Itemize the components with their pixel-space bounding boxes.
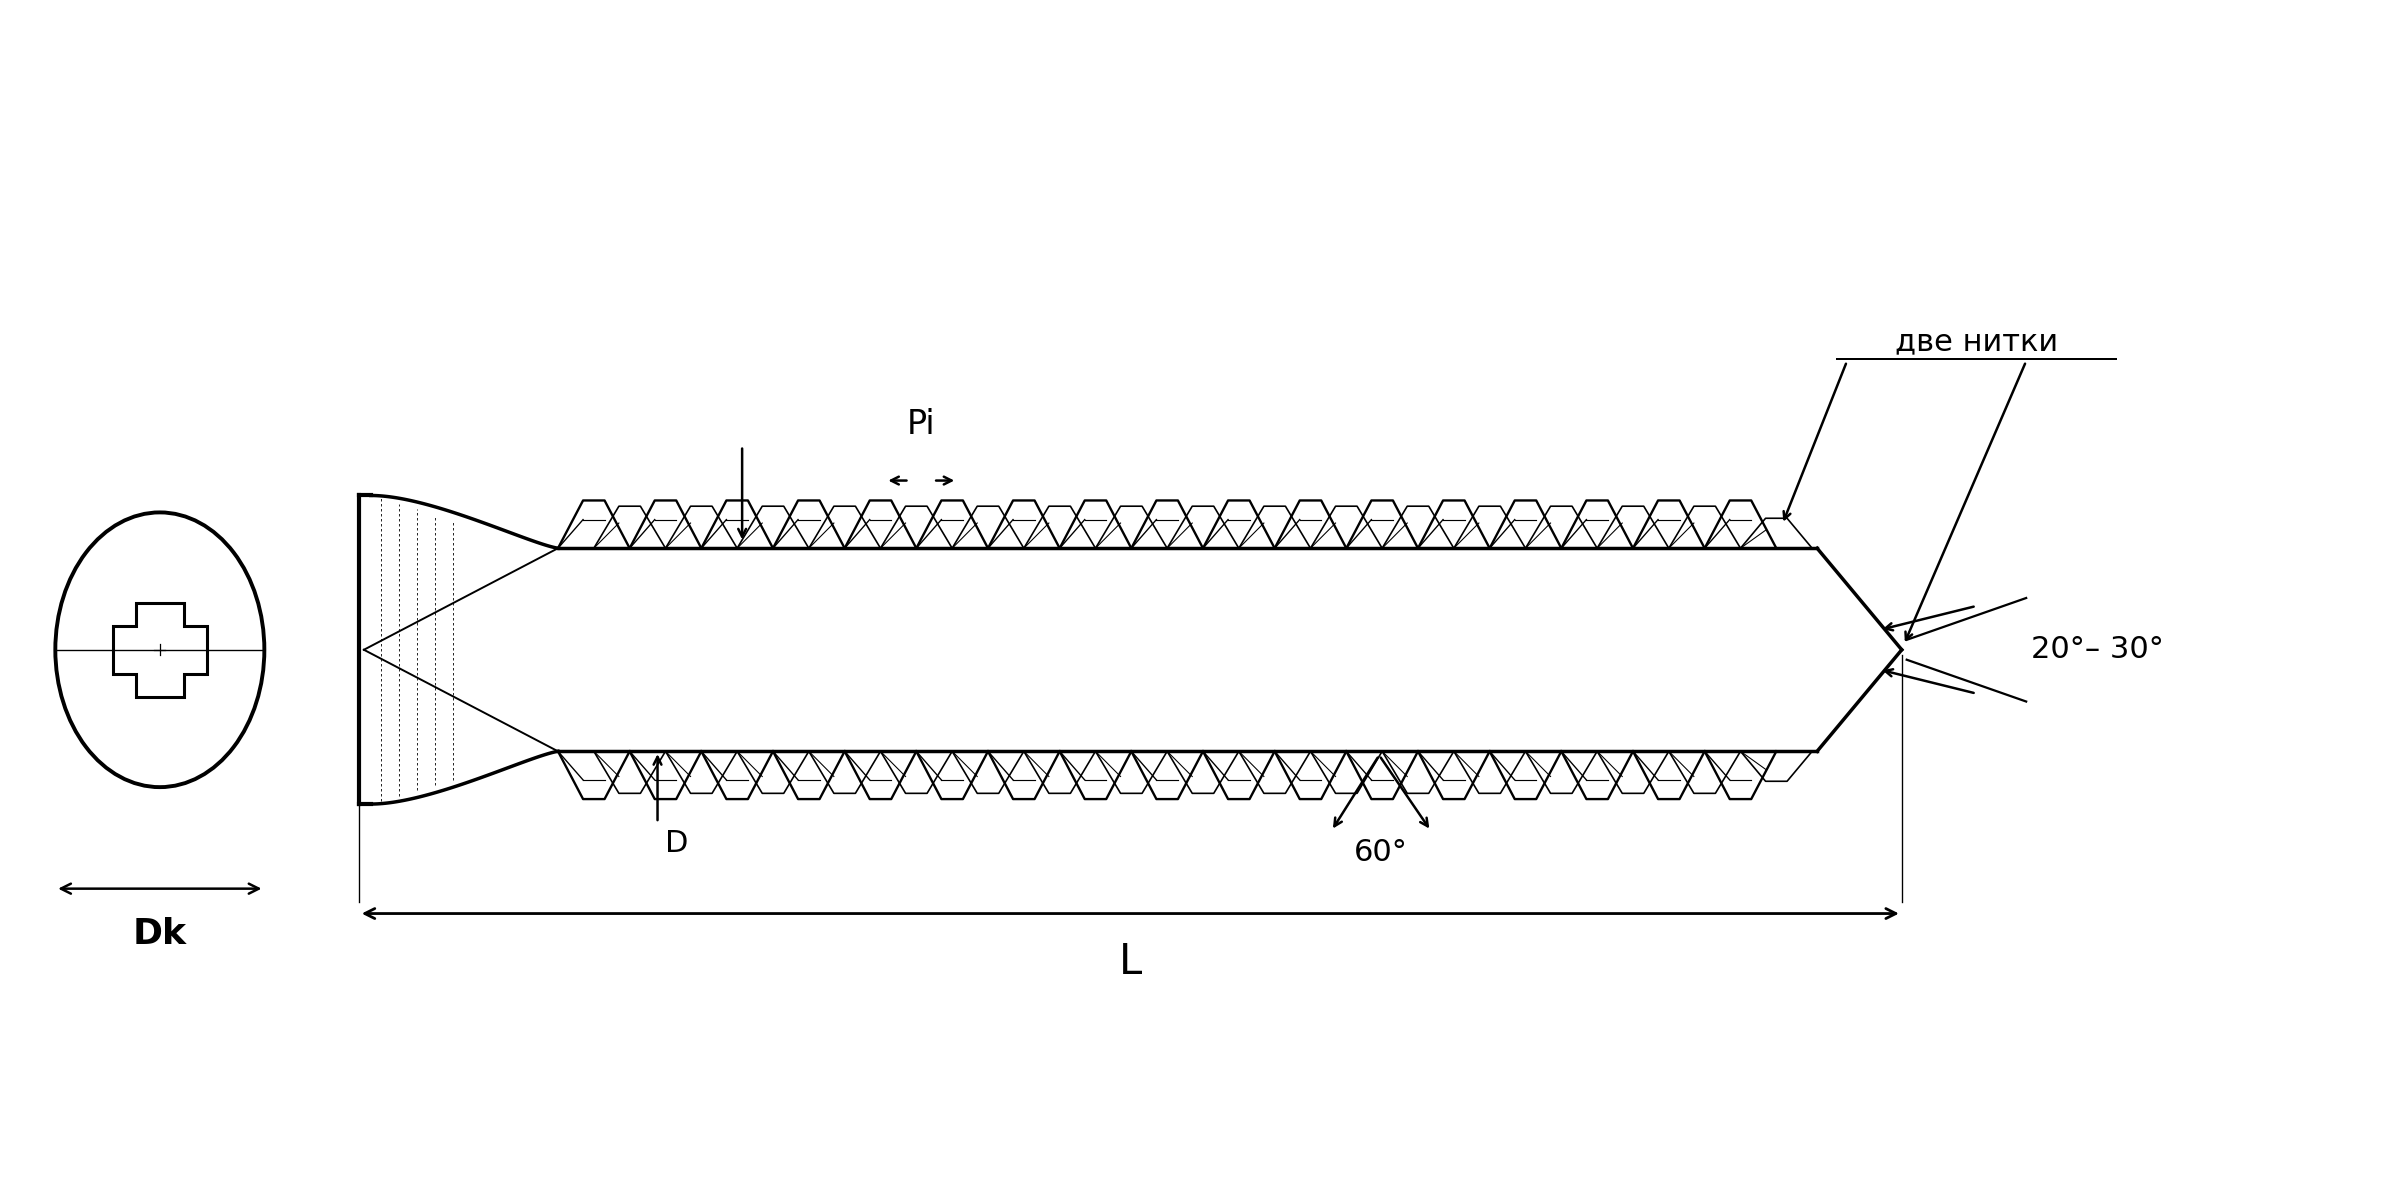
Text: две нитки: две нитки (1896, 328, 2057, 356)
Text: 20°– 30°: 20°– 30° (2030, 635, 2165, 665)
Text: Pi: Pi (907, 408, 936, 440)
Text: Dk: Dk (132, 917, 187, 950)
Text: D: D (665, 829, 689, 858)
Text: 60°: 60° (1354, 838, 1409, 866)
Text: L: L (1118, 942, 1142, 984)
